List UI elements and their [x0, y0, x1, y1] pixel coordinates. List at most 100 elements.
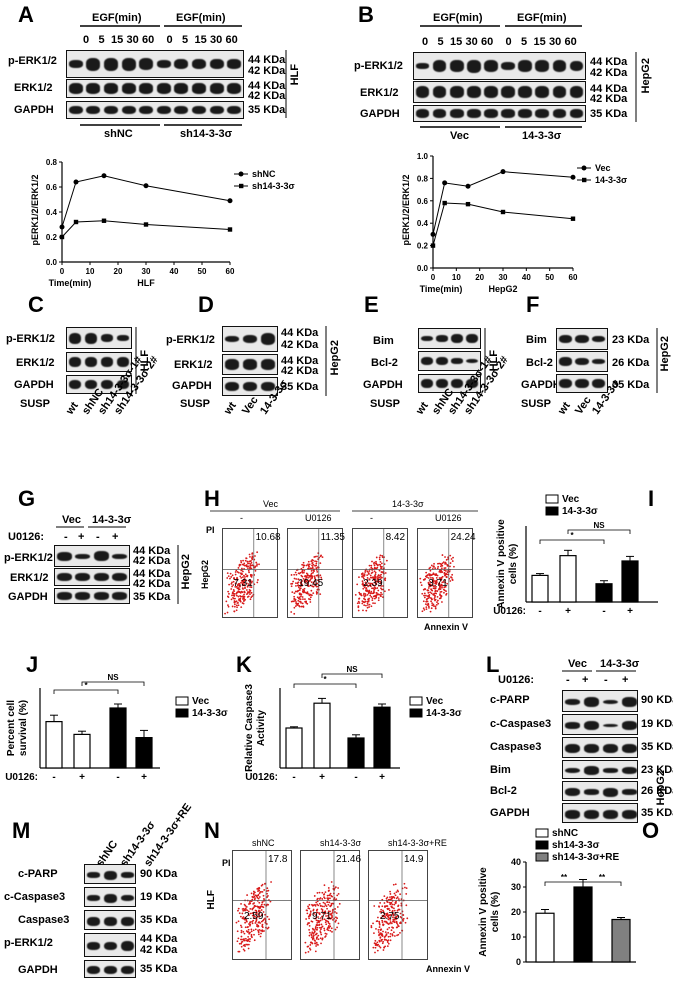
facs-dot — [435, 573, 438, 575]
facs-dot — [245, 905, 248, 908]
facs-dot — [312, 908, 315, 911]
facs-dot — [316, 924, 319, 927]
facs-dot — [244, 559, 247, 562]
facs-dot — [317, 904, 320, 907]
facs-dot — [257, 931, 260, 934]
facs-dot — [391, 933, 394, 936]
blot-band — [84, 379, 98, 390]
blot-band — [224, 336, 240, 342]
facs-dot — [240, 942, 243, 945]
facs-dot — [237, 909, 239, 912]
facs-scatter — [223, 529, 277, 617]
facs-dot — [252, 890, 255, 893]
facs-dot — [253, 933, 255, 936]
facs-dot — [445, 558, 448, 561]
facs-dot — [362, 584, 365, 587]
group-label-vec: Vec — [62, 514, 81, 526]
facs-dot — [398, 908, 401, 911]
legend-label: shNC — [252, 169, 276, 179]
panel-h-label: H — [204, 486, 220, 511]
facs-dot — [237, 950, 240, 953]
facs-dot — [320, 578, 323, 581]
facs-dot — [430, 600, 432, 603]
facs-dot — [243, 949, 246, 952]
facs-dot — [241, 584, 244, 587]
row-label-perk: p-ERK1/2 — [6, 333, 55, 345]
facs-dot — [228, 583, 231, 586]
facs-dot — [299, 592, 301, 595]
facs-dot — [242, 595, 244, 598]
facs-dot — [366, 593, 369, 596]
facs-dot — [389, 935, 392, 938]
facs-dot — [324, 904, 327, 906]
facs-dot — [262, 906, 265, 909]
significance-bracket — [321, 673, 383, 678]
facs-dot — [233, 610, 236, 613]
facs-dot — [244, 916, 247, 919]
blot-band — [84, 332, 98, 344]
facs-dot — [430, 577, 432, 579]
panel-c-label: C — [28, 292, 44, 317]
facs-dot — [243, 938, 245, 940]
facs-dot — [396, 926, 399, 929]
facs-dot — [424, 594, 427, 597]
blot-band — [558, 357, 572, 366]
facs-dot — [426, 595, 429, 598]
row-label: GAPDH — [18, 964, 58, 976]
facs-dot — [378, 939, 381, 942]
facs-dot — [378, 923, 381, 926]
data-point — [465, 183, 471, 189]
facs-dot — [443, 591, 445, 594]
facs-dot — [370, 590, 373, 593]
facs-dot — [308, 565, 310, 568]
facs-dot — [389, 890, 391, 893]
kda-label: 44 KDa — [133, 545, 171, 557]
blot-a-erk — [66, 79, 244, 98]
blot-band — [603, 723, 618, 728]
y-axis-label: Activity — [256, 710, 267, 747]
facs-dot — [434, 599, 436, 602]
facs-dot — [316, 900, 319, 903]
facs-dot — [423, 609, 426, 611]
facs-dot — [390, 901, 393, 904]
lane-time-label: 5 — [98, 34, 105, 46]
facs-dot — [370, 564, 373, 567]
facs-dot — [319, 574, 322, 577]
facs-dot — [375, 596, 378, 598]
facs-dot — [428, 583, 431, 586]
facs-dot — [308, 563, 311, 566]
facs-dot — [293, 573, 296, 576]
blot-band — [191, 58, 207, 70]
facs-dot — [379, 565, 382, 568]
facs-dot — [381, 593, 383, 596]
facs-dot — [315, 919, 318, 922]
facs-dot — [377, 597, 380, 599]
facs-dot — [334, 916, 337, 919]
blot-l-row — [562, 760, 638, 779]
facs-dot — [429, 573, 431, 576]
facs-dot — [378, 920, 381, 923]
facs-dot — [406, 917, 409, 920]
lane-time-label: 15 — [533, 36, 546, 48]
facs-dot — [373, 590, 375, 592]
facs-dot — [239, 597, 242, 600]
facs-dot — [266, 887, 269, 890]
facs-dot — [358, 602, 361, 604]
lane-time-label: 60 — [225, 34, 238, 46]
facs-dot — [328, 927, 331, 929]
facs-dot — [305, 575, 308, 578]
facs-dot — [451, 573, 454, 576]
facs-dot — [378, 576, 381, 579]
facs-dot — [308, 903, 311, 906]
facs-dot — [290, 574, 293, 576]
legend-label: 14-3-3σ — [595, 175, 627, 185]
blot-band — [87, 872, 100, 878]
facs-dot — [316, 892, 319, 894]
facs-dot — [391, 912, 394, 914]
blot-band — [565, 722, 580, 729]
facs-dot — [379, 902, 382, 904]
facs-dot — [252, 896, 255, 899]
facs-dot — [249, 583, 252, 586]
facs-dot — [335, 898, 338, 901]
facs-dot — [431, 573, 434, 576]
